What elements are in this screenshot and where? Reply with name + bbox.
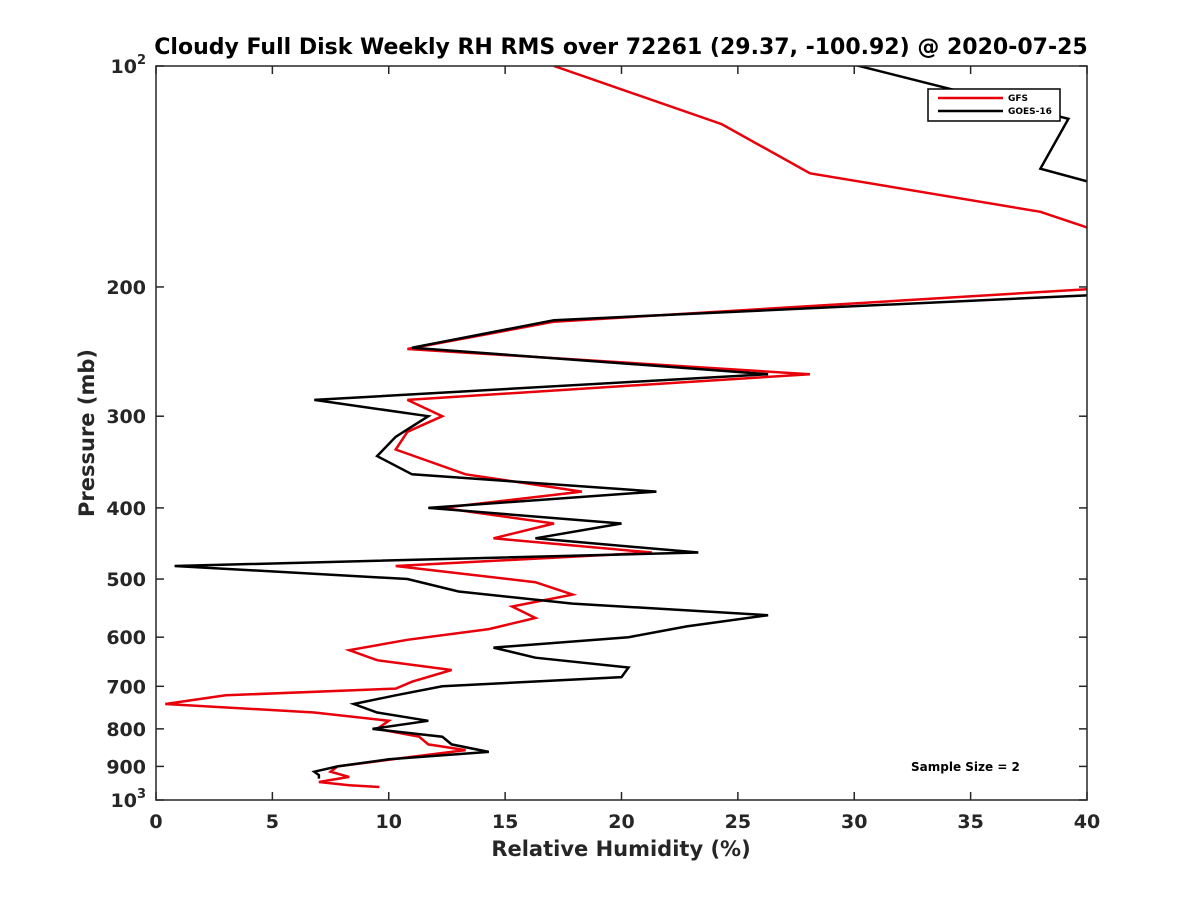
x-tick-label: 30 <box>841 811 867 833</box>
y-tick-label: 200 <box>106 277 146 299</box>
y-tick-label: 700 <box>106 676 146 698</box>
y-tick-label: 600 <box>106 627 146 649</box>
chart-title: Cloudy Full Disk Weekly RH RMS over 7226… <box>154 35 1087 60</box>
legend-box <box>927 88 1061 122</box>
legend-label-goes16: GOES-16 <box>1008 107 1052 117</box>
x-tick-label: 35 <box>957 811 983 833</box>
y-tick-label: 300 <box>106 406 146 428</box>
x-tick-label: 40 <box>1074 811 1100 833</box>
x-axis: 0 5 10 15 20 25 30 35 40 <box>149 66 1100 833</box>
x-tick-label: 10 <box>376 811 402 833</box>
x-tick-label: 15 <box>492 811 518 833</box>
y-tick-label: 400 <box>106 498 146 520</box>
sample-size-annotation: Sample Size = 2 <box>911 760 1020 774</box>
series-layer <box>165 66 1087 789</box>
x-tick-label: 25 <box>725 811 751 833</box>
y-tick-label: 102 <box>111 53 147 78</box>
x-tick-label: 5 <box>266 811 279 833</box>
plot-frame <box>155 65 1088 801</box>
x-tick-label: 20 <box>608 811 634 833</box>
y-tick-label: 500 <box>106 569 146 591</box>
x-tick-label: 0 <box>149 811 162 833</box>
y-axis-label: Pressure (mb) <box>75 349 99 517</box>
y-tick-label: 103 <box>111 787 147 812</box>
series-line-goes16 <box>174 66 1087 779</box>
series-line-gfs <box>165 66 1087 789</box>
y-tick-label: 800 <box>106 719 146 741</box>
y-axis: 102 200 300 400 500 600 700 800 900 103 <box>106 53 1087 812</box>
x-axis-label: Relative Humidity (%) <box>491 837 750 861</box>
legend: GFS GOES-16 <box>927 88 1061 122</box>
y-tick-label: 900 <box>106 756 146 778</box>
legend-label-gfs: GFS <box>1008 94 1028 104</box>
